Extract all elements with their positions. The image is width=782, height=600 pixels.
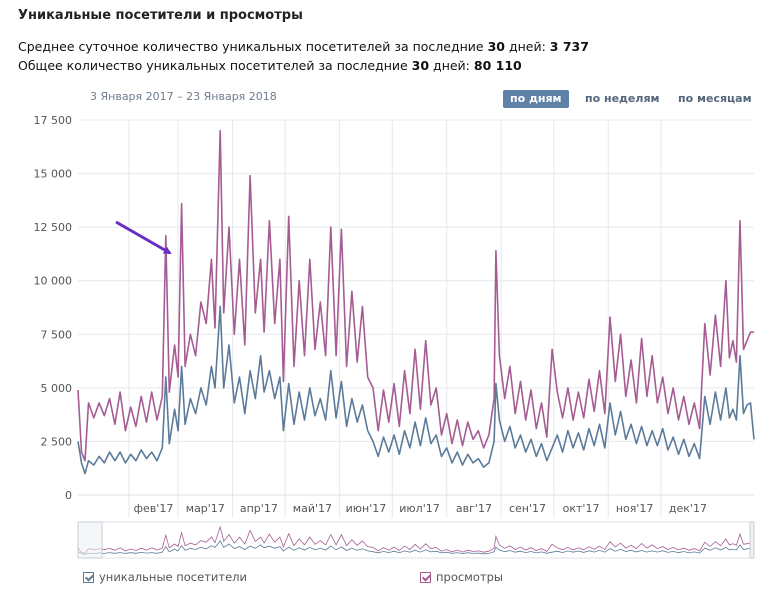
legend-visitors-label: уникальные посетители xyxy=(99,570,247,584)
period-day-button[interactable]: по дням xyxy=(503,90,569,108)
navigator-line-views xyxy=(77,525,754,554)
y-tick-label: 17 500 xyxy=(34,114,73,127)
period-month-button[interactable]: по месяцам xyxy=(678,92,752,105)
x-tick-label: окт'17 xyxy=(563,502,600,515)
x-tick-label: дек'17 xyxy=(669,502,707,515)
x-tick-label: июл'17 xyxy=(399,502,439,515)
annotation-arrow xyxy=(115,220,172,255)
y-tick-label: 2 500 xyxy=(41,435,73,448)
total-label: Общее количество уникальных посетителей … xyxy=(18,58,412,73)
total-days: 30 xyxy=(411,58,430,73)
page-title: Уникальные посетители и просмотры xyxy=(18,8,303,23)
views-checkbox[interactable] xyxy=(420,571,431,583)
visitors-checkbox[interactable] xyxy=(83,571,94,583)
date-range-label[interactable]: 3 Января 2017 – 23 Января 2018 xyxy=(90,90,277,103)
x-tick-label: мар'17 xyxy=(186,502,225,515)
y-tick-label: 7 500 xyxy=(41,328,73,341)
avg-daily-visitors-stat: Среднее суточное количество уникальных п… xyxy=(18,39,589,54)
navigator-handle-right[interactable] xyxy=(749,521,755,559)
y-tick-label: 5 000 xyxy=(41,382,73,395)
x-tick-label: сен'17 xyxy=(509,502,546,515)
legend-views-label: просмотры xyxy=(436,570,503,584)
y-tick-label: 0 xyxy=(65,489,72,502)
total-value: 80 110 xyxy=(473,58,522,73)
y-tick-label: 15 000 xyxy=(34,168,73,181)
y-tick-label: 10 000 xyxy=(34,275,73,288)
navigator-frame xyxy=(77,521,755,559)
y-tick-label: 12 500 xyxy=(34,221,73,234)
avg-daily-value: 3 737 xyxy=(549,39,589,54)
total-visitors-stat: Общее количество уникальных посетителей … xyxy=(18,58,522,73)
series-line-visitors xyxy=(77,305,755,475)
series-line-views xyxy=(77,129,754,462)
x-tick-label: апр'17 xyxy=(240,502,278,515)
navigator-handle-left[interactable] xyxy=(77,521,103,559)
legend-visitors[interactable]: уникальные посетители xyxy=(83,570,247,584)
total-days-suffix: дней: xyxy=(429,58,474,73)
x-tick-label: май'17 xyxy=(293,502,332,515)
period-week-button[interactable]: по неделям xyxy=(585,92,660,105)
x-tick-label: ноя'17 xyxy=(616,502,654,515)
x-tick-label: фев'17 xyxy=(134,502,174,515)
legend-views[interactable]: просмотры xyxy=(420,570,503,584)
x-tick-label: июн'17 xyxy=(346,502,387,515)
x-tick-label: авг'17 xyxy=(456,502,492,515)
navigator-line-visitors xyxy=(77,540,755,555)
avg-daily-days: 30 xyxy=(487,39,505,54)
avg-daily-days-suffix: дней: xyxy=(505,39,550,54)
avg-daily-label: Среднее суточное количество уникальных п… xyxy=(18,39,488,54)
